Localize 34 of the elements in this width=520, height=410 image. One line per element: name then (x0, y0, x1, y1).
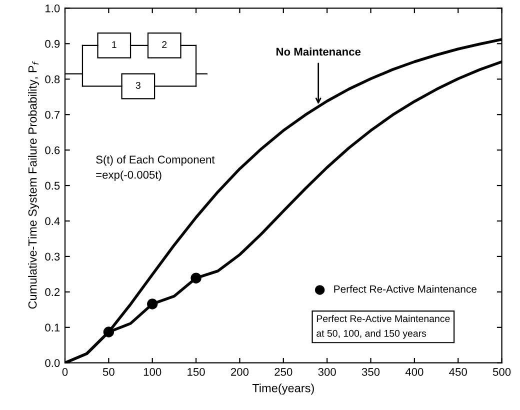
y-axis-title: Cumulative-Time System Failure Probability, P$_{f}$ (28, 61, 40, 309)
x-tick-label: 200 (231, 368, 249, 376)
y-tick-label: 0.1 (45, 324, 60, 332)
y-tick-label: 0.8 (45, 75, 60, 84)
y-tick-label: 0.9 (45, 40, 60, 48)
x-axis-title: Time(years) (252, 384, 314, 395)
annotation: 2 (162, 41, 167, 48)
x-tick-label: 300 (318, 368, 336, 376)
y-tick-label: 0.6 (45, 146, 60, 154)
x-tick-label: 400 (405, 368, 424, 376)
x-tick-label: 500 (492, 368, 511, 376)
y-tick-label: 0.7 (45, 110, 60, 119)
legend-label: Perfect Re-Active Maintenance (334, 285, 476, 293)
y-tick-label: 0.0 (45, 359, 60, 367)
annotation: 3 (136, 82, 140, 89)
x-tick-label: 100 (144, 368, 162, 376)
y-tick-label: 0.5 (45, 182, 60, 190)
x-tick-label: 0 (62, 368, 68, 376)
y-tick-label: 0.2 (45, 288, 60, 296)
point (147, 298, 158, 310)
x-tick-label: 450 (449, 368, 467, 376)
point (190, 272, 202, 284)
y-tick-label: 0.3 (45, 252, 60, 261)
annotation: 1 (112, 41, 116, 48)
annotation: S(t) of Each Component =exp(-0.005t) (96, 155, 215, 181)
y-tick-label: 1.0 (46, 4, 60, 12)
x-tick-label: 350 (362, 368, 380, 376)
annotation: No Maintenance (276, 47, 361, 56)
annotation: Perfect Re-Active Maintenance at 50, 100, and 150 years (316, 314, 450, 339)
x-tick-label: 250 (274, 368, 292, 376)
point (103, 326, 114, 338)
y-tick-label: 0.4 (45, 217, 60, 226)
x-tick-label: 50 (102, 368, 114, 376)
x-tick-label: 150 (188, 368, 205, 376)
